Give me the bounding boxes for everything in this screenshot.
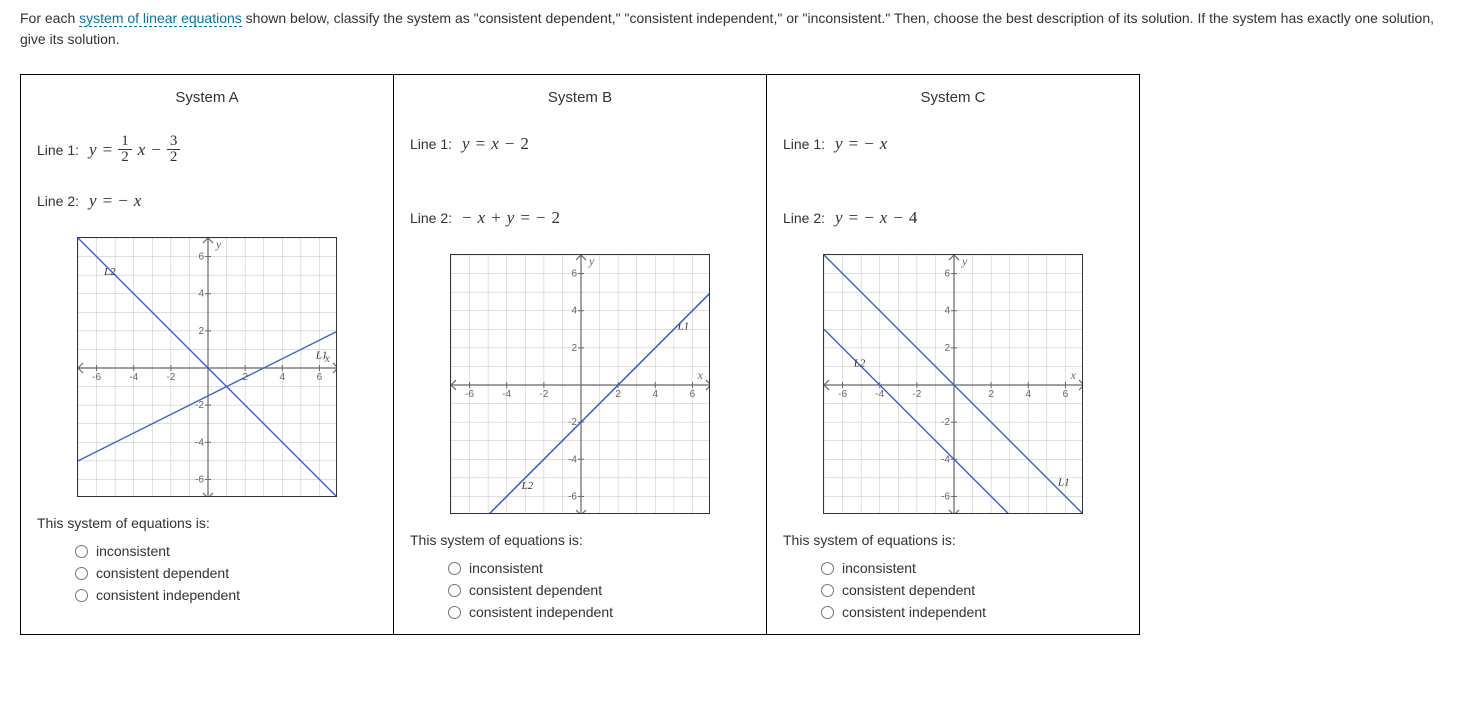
systems-container: System A Line 1: y= 12 x− 32 Line 2: y=−… [20,74,1140,635]
svg-text:-4: -4 [129,372,138,383]
radio-a-inconsistent[interactable]: inconsistent [75,543,377,559]
radio-c-inconsistent[interactable]: inconsistent [821,560,1123,576]
svg-text:6: 6 [690,389,696,400]
system-c-radios: inconsistent consistent dependent consis… [783,560,1123,620]
svg-text:2: 2 [988,389,994,400]
svg-text:x: x [697,368,704,382]
svg-text:-4: -4 [875,389,884,400]
svg-text:y: y [215,237,222,251]
system-b-question: This system of equations is: [410,532,750,548]
svg-text:-4: -4 [568,454,577,465]
system-c-graph: -6-6-4-4-2-2224466xyL1L2 [783,254,1123,514]
system-b-line2: Line 2: −x+y=−2 [410,208,750,228]
system-a-radios: inconsistent consistent dependent consis… [37,543,377,603]
svg-text:4: 4 [1026,389,1032,400]
line2-label: Line 2: [37,193,79,209]
radio-b-inconsistent[interactable]: inconsistent [448,560,750,576]
linear-eq-link[interactable]: system of linear equations [79,10,242,27]
line1-label: Line 1: [37,142,79,158]
svg-text:6: 6 [198,252,204,263]
system-c-line1: Line 1: y=−x [783,134,1123,154]
system-b-line1: Line 1: y=x−2 [410,134,750,154]
system-c-question: This system of equations is: [783,532,1123,548]
svg-text:2: 2 [198,326,204,337]
svg-text:y: y [961,254,968,268]
system-b-title: System B [410,89,750,106]
svg-text:L1: L1 [1057,476,1070,488]
svg-text:6: 6 [1063,389,1069,400]
system-c-line2: Line 2: y=−x−4 [783,208,1123,228]
svg-text:-4: -4 [502,389,511,400]
svg-text:4: 4 [944,306,950,317]
svg-text:L2: L2 [103,266,116,278]
svg-text:2: 2 [944,343,950,354]
svg-text:-6: -6 [568,491,577,502]
radio-c-consistent-independent[interactable]: consistent independent [821,604,1123,620]
svg-text:4: 4 [198,289,204,300]
svg-text:-2: -2 [539,389,548,400]
system-b-radios: inconsistent consistent dependent consis… [410,560,750,620]
system-b-graph: -6-6-4-4-2-2224466xyL1L2 [410,254,750,514]
system-a-question: This system of equations is: [37,515,377,531]
svg-text:-6: -6 [838,389,847,400]
svg-text:L1: L1 [315,350,328,362]
system-a-graph: -6-6-4-4-2-2224466xyL1L2 [37,237,377,497]
svg-text:L1: L1 [677,320,690,332]
svg-text:4: 4 [653,389,659,400]
svg-text:6: 6 [944,269,950,280]
svg-text:-6: -6 [465,389,474,400]
intro-prefix: For each [20,10,79,26]
svg-text:-2: -2 [941,417,950,428]
svg-text:-6: -6 [941,491,950,502]
svg-text:2: 2 [571,343,577,354]
system-a: System A Line 1: y= 12 x− 32 Line 2: y=−… [21,75,394,634]
radio-b-consistent-dependent[interactable]: consistent dependent [448,582,750,598]
radio-c-consistent-dependent[interactable]: consistent dependent [821,582,1123,598]
svg-text:2: 2 [615,389,621,400]
system-b: System B Line 1: y=x−2 Line 2: −x+y=−2 -… [394,75,767,634]
system-c-title: System C [783,89,1123,106]
intro-text: For each system of linear equations show… [20,8,1440,50]
svg-text:-6: -6 [195,474,204,485]
svg-text:L2: L2 [853,357,866,369]
svg-text:-2: -2 [912,389,921,400]
radio-a-consistent-dependent[interactable]: consistent dependent [75,565,377,581]
frac-3-2: 32 [167,134,181,165]
svg-text:-2: -2 [166,372,175,383]
svg-text:4: 4 [571,306,577,317]
svg-text:4: 4 [280,372,286,383]
svg-text:y: y [588,254,595,268]
svg-text:-4: -4 [195,437,204,448]
frac-1-2: 12 [118,134,132,165]
system-a-line2: Line 2: y=−x [37,191,377,211]
system-a-title: System A [37,89,377,106]
svg-text:6: 6 [317,372,323,383]
svg-text:x: x [1070,368,1077,382]
system-c: System C Line 1: y=−x Line 2: y=−x−4 -6 -… [767,75,1139,634]
radio-a-consistent-independent[interactable]: consistent independent [75,587,377,603]
system-a-line1: Line 1: y= 12 x− 32 [37,134,377,165]
svg-text:-6: -6 [92,372,101,383]
svg-text:L2: L2 [521,480,534,492]
svg-text:6: 6 [571,269,577,280]
radio-b-consistent-independent[interactable]: consistent independent [448,604,750,620]
svg-text:-4: -4 [941,454,950,465]
